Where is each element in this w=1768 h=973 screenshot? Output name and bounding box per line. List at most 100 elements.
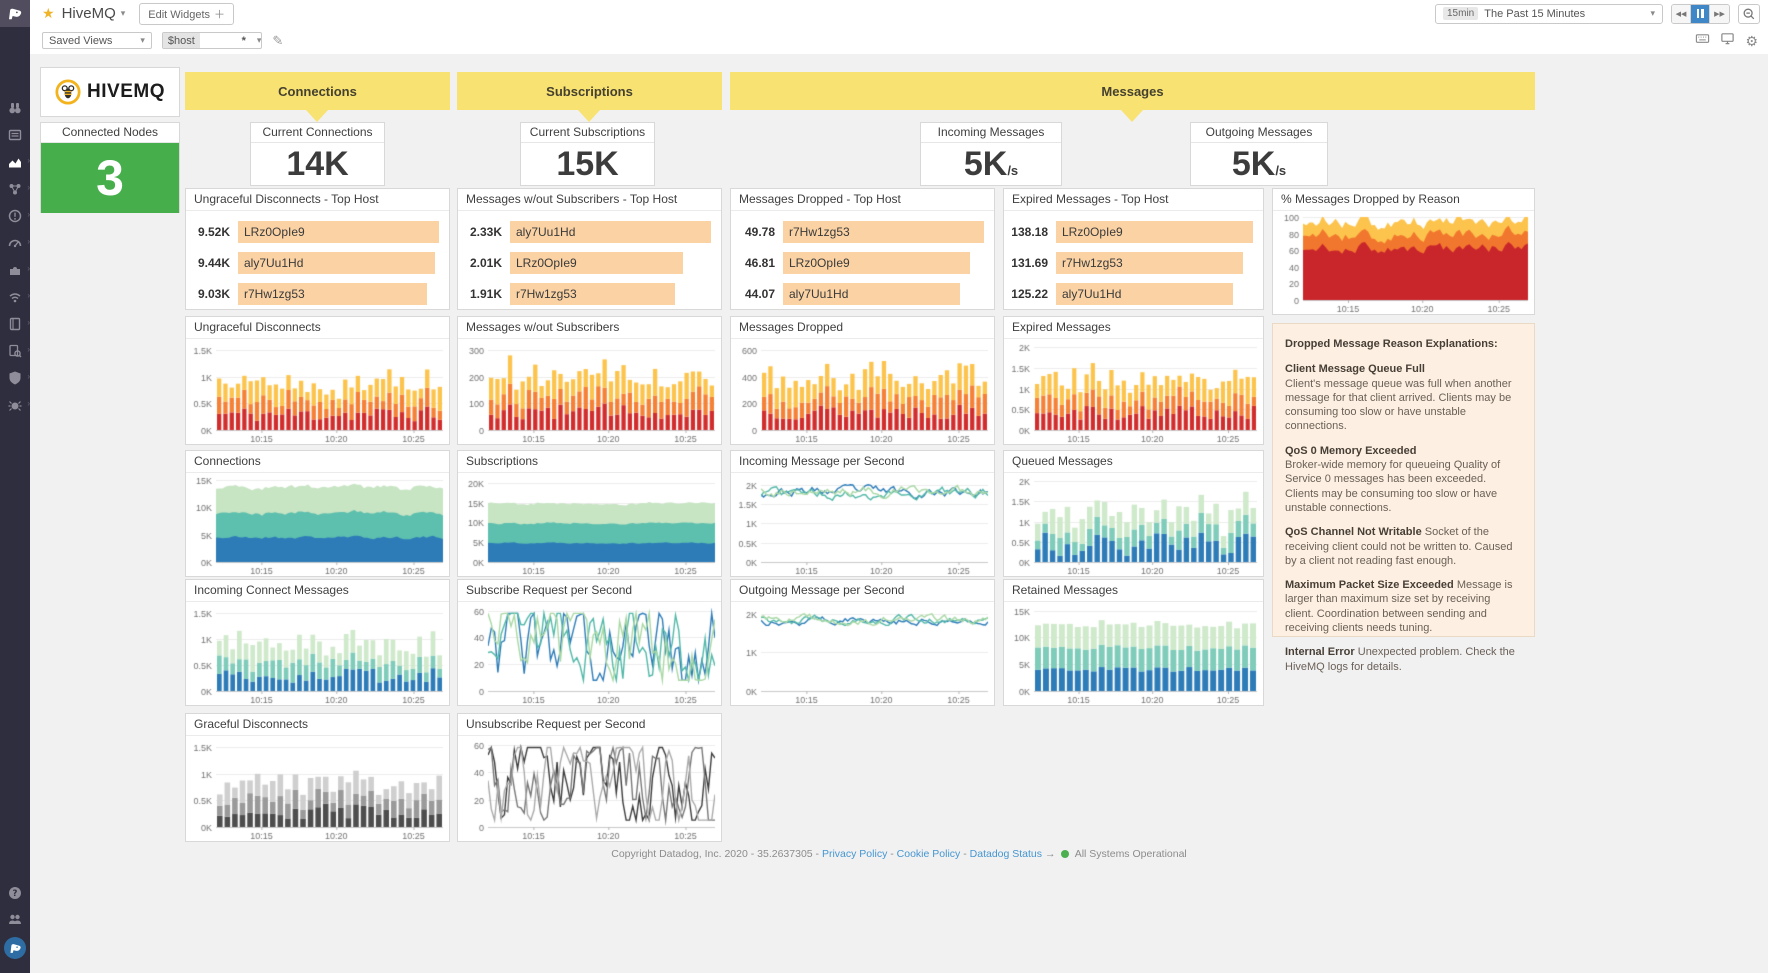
- expired-messages-chart[interactable]: [1004, 339, 1263, 444]
- subscribe-request-per-second-chart[interactable]: [458, 602, 721, 705]
- synthetics-icon[interactable]: [7, 397, 30, 413]
- fast-forward-button[interactable]: ▶▶: [1710, 4, 1729, 23]
- pencil-icon[interactable]: ✎: [272, 32, 284, 48]
- pct-messages-dropped-chart[interactable]: [1273, 211, 1534, 314]
- ungraceful-disconnects-chart[interactable]: [186, 339, 449, 444]
- messages-dropped-widget: Messages Dropped: [730, 316, 995, 445]
- widget-title: % Messages Dropped by Reason: [1273, 189, 1534, 211]
- zoom-out-button[interactable]: [1738, 3, 1760, 24]
- unsubscribe-request-per-second-chart[interactable]: [458, 736, 721, 841]
- toplist-bar[interactable]: LRz0OpIe9: [1056, 220, 1253, 243]
- time-range-badge: 15min: [1443, 7, 1479, 20]
- widget-title: Messages Dropped - Top Host: [731, 189, 994, 211]
- widget-title: Connections: [186, 451, 449, 473]
- app-sidebar: ?: [0, 0, 30, 973]
- saved-views-select[interactable]: Saved Views ▾: [42, 32, 152, 49]
- expired-messages-widget: Expired Messages: [1003, 316, 1264, 445]
- messages-wout-subscribers-widget: Messages w/out Subscribers: [457, 316, 722, 445]
- infrastructure-icon[interactable]: [7, 181, 30, 197]
- toplist-bar[interactable]: LRz0OpIe9: [510, 251, 683, 274]
- keyboard-shortcuts-icon[interactable]: [1695, 31, 1710, 51]
- widget-title: Outgoing Message per Second: [731, 580, 994, 602]
- time-range-label: The Past 15 Minutes: [1484, 7, 1586, 20]
- help-icon[interactable]: ?: [7, 885, 23, 901]
- toplist-bar[interactable]: aly7Uu1Hd: [238, 251, 435, 274]
- security-icon[interactable]: [7, 370, 30, 386]
- toplist-value: 2.01K: [469, 255, 502, 270]
- subscriptions-chart[interactable]: [458, 473, 721, 576]
- user-avatar[interactable]: [4, 937, 26, 959]
- pause-button[interactable]: [1691, 4, 1710, 23]
- widget-title: Incoming Connect Messages: [186, 580, 449, 602]
- favorite-star-icon[interactable]: ★: [42, 5, 55, 21]
- template-variable-host[interactable]: $host * ▾: [161, 32, 263, 49]
- metrics-icon[interactable]: [7, 235, 30, 251]
- toplist-bar[interactable]: r7Hw1zg53: [783, 220, 984, 243]
- toplist-value: 9.03K: [197, 286, 230, 301]
- time-nav-group: ◀◀ ▶▶: [1671, 3, 1730, 24]
- outgoing-messages-card: Outgoing Messages 5K/s: [1190, 122, 1328, 186]
- note-body: Broker-wide memory for queueing Quality …: [1285, 459, 1501, 514]
- graceful-disconnects-chart[interactable]: [186, 736, 449, 841]
- incoming-connect-messages-chart[interactable]: [186, 602, 449, 705]
- retained-messages-chart[interactable]: [1004, 602, 1263, 705]
- rewind-button[interactable]: ◀◀: [1672, 4, 1691, 23]
- toplist-bar[interactable]: LRz0OpIe9: [783, 251, 970, 274]
- retained-messages-widget: Retained Messages: [1003, 579, 1264, 706]
- messages-banner-pointer: [1121, 110, 1143, 122]
- team-icon[interactable]: [7, 911, 23, 927]
- toplist-bar[interactable]: r7Hw1zg53: [510, 282, 675, 305]
- logs-icon[interactable]: [7, 343, 30, 359]
- tv-mode-icon[interactable]: [1720, 31, 1735, 51]
- chevron-down-icon[interactable]: ▾: [120, 8, 126, 18]
- edit-widgets-button[interactable]: Edit Widgets ＋: [139, 2, 235, 25]
- toplist-value: 9.52K: [197, 224, 230, 239]
- toplist-host-label: r7Hw1zg53: [516, 286, 577, 301]
- current-connections-card: Current Connections 14K: [250, 122, 385, 186]
- incoming-message-per-second-widget: Incoming Message per Second: [730, 450, 995, 577]
- datadog-status-link[interactable]: Datadog Status: [969, 848, 1043, 860]
- widget-title: Graceful Disconnects: [186, 714, 449, 736]
- note-heading: QoS Channel Not Writable: [1285, 526, 1422, 539]
- widget-title: Messages w/out Subscribers: [458, 317, 721, 339]
- notebooks-icon[interactable]: [7, 316, 30, 332]
- card-label: Outgoing Messages: [1191, 123, 1327, 143]
- toplist-bar[interactable]: r7Hw1zg53: [1056, 251, 1244, 274]
- connections-chart[interactable]: [186, 473, 449, 576]
- toplist-host-label: aly7Uu1Hd: [789, 286, 849, 301]
- datadog-logo-icon[interactable]: [0, 0, 30, 27]
- outgoing-message-per-second-chart[interactable]: [731, 602, 994, 705]
- queued-messages-chart[interactable]: [1004, 473, 1263, 576]
- widget-title: Expired Messages: [1004, 317, 1263, 339]
- apm-icon[interactable]: [7, 289, 30, 305]
- privacy-policy-link[interactable]: Privacy Policy: [821, 848, 888, 860]
- dashboard-title: HiveMQ: [61, 5, 116, 22]
- toplist-bar[interactable]: aly7Uu1Hd: [783, 282, 960, 305]
- note-heading: Internal Error: [1285, 646, 1355, 659]
- toplist-host-label: r7Hw1zg53: [789, 224, 850, 239]
- watchdog-icon[interactable]: [7, 100, 23, 116]
- incoming-message-per-second-chart[interactable]: [731, 473, 994, 576]
- toplist-bar[interactable]: LRz0OpIe9: [238, 220, 439, 243]
- dashboards-icon[interactable]: [7, 154, 30, 170]
- toplist-row: 1.91K r7Hw1zg53: [458, 278, 721, 309]
- monitors-icon[interactable]: [7, 208, 30, 224]
- connections-banner-pointer: [306, 110, 328, 122]
- incoming-messages-card: Incoming Messages 5K/s: [920, 122, 1062, 186]
- toplist-bar[interactable]: r7Hw1zg53: [238, 282, 427, 305]
- integrations-icon[interactable]: [7, 262, 30, 278]
- toplist-bar[interactable]: aly7Uu1Hd: [1056, 282, 1234, 305]
- toplist-messages-dropped: Messages Dropped - Top Host 49.78 r7Hw1zg…: [730, 188, 995, 310]
- gear-icon[interactable]: ⚙: [1745, 32, 1758, 49]
- events-icon[interactable]: [7, 127, 23, 143]
- toplist-host-label: aly7Uu1Hd: [516, 224, 576, 239]
- footer: Copyright Datadog, Inc. 2020 - 35.263730…: [611, 848, 1187, 860]
- messages-dropped-chart[interactable]: [731, 339, 994, 444]
- card-value: 5K/s: [1231, 144, 1287, 183]
- toplist-bar[interactable]: aly7Uu1Hd: [510, 220, 711, 243]
- cookie-policy-link[interactable]: Cookie Policy: [896, 848, 961, 860]
- time-range-picker[interactable]: 15min The Past 15 Minutes ▾: [1435, 3, 1663, 24]
- messages-wout-subscribers-chart[interactable]: [458, 339, 721, 444]
- widget-title: Subscribe Request per Second: [458, 580, 721, 602]
- toplist-host-label: r7Hw1zg53: [244, 286, 305, 301]
